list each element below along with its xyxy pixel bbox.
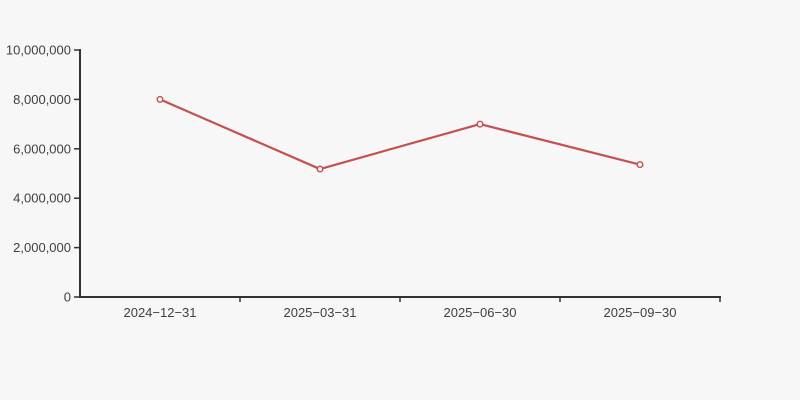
y-axis-tick-label: 4,000,000 xyxy=(13,191,71,206)
y-axis-tick-label: 10,000,000 xyxy=(6,43,71,58)
data-point-marker xyxy=(316,165,324,173)
x-axis-tick-label: 2025−06−30 xyxy=(443,305,516,320)
x-axis-tick-label: 2025−03−31 xyxy=(283,305,356,320)
y-axis-tick-label: 0 xyxy=(64,290,71,305)
data-point-marker xyxy=(636,161,644,169)
y-axis-tick-label: 2,000,000 xyxy=(13,240,71,255)
data-point-marker xyxy=(476,120,484,128)
y-axis-tick-label: 8,000,000 xyxy=(13,92,71,107)
x-axis-tick-label: 2024−12−31 xyxy=(123,305,196,320)
y-axis-tick-label: 6,000,000 xyxy=(13,141,71,156)
data-point-marker xyxy=(156,95,164,103)
series-line xyxy=(158,98,642,171)
x-axis-tick-label: 2025−09−30 xyxy=(603,305,676,320)
